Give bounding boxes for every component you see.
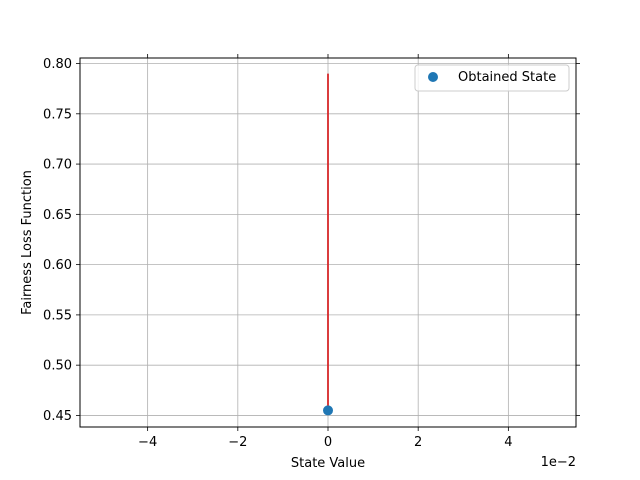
y-tick-label: 0.60: [43, 258, 72, 273]
y-tick-label: 0.55: [43, 308, 72, 323]
x-tick-label: 4: [504, 435, 512, 450]
legend-frame: [414, 64, 570, 92]
y-axis-label: Fairness Loss Function: [20, 170, 35, 315]
scatter-points: [323, 405, 333, 416]
x-tick-label: 0: [324, 435, 332, 450]
x-axis-offset-text: 1e−2: [541, 455, 576, 470]
obtained-state-point: [323, 405, 333, 416]
x-tick-label: 2: [414, 435, 422, 450]
x-tick-label: −4: [138, 435, 157, 450]
legend-marker: [428, 72, 438, 82]
legend: Obtained State: [414, 64, 570, 92]
x-tick-label: −2: [228, 435, 247, 450]
y-tick-label: 0.50: [43, 359, 72, 374]
y-tick-label: 0.45: [43, 409, 72, 424]
legend-label: Obtained State: [458, 70, 556, 85]
y-tick-label: 0.70: [43, 158, 72, 173]
y-tick-label: 0.65: [43, 208, 72, 223]
y-tick-label: 0.80: [43, 57, 72, 72]
x-axis-label: State Value: [291, 456, 365, 471]
y-tick-label: 0.75: [43, 107, 72, 122]
axis-ticks: −4 −2 0 2 4 0.45 0.50 0.55 0.60 0.65 0.70 0.75 0.80: [43, 54, 580, 450]
